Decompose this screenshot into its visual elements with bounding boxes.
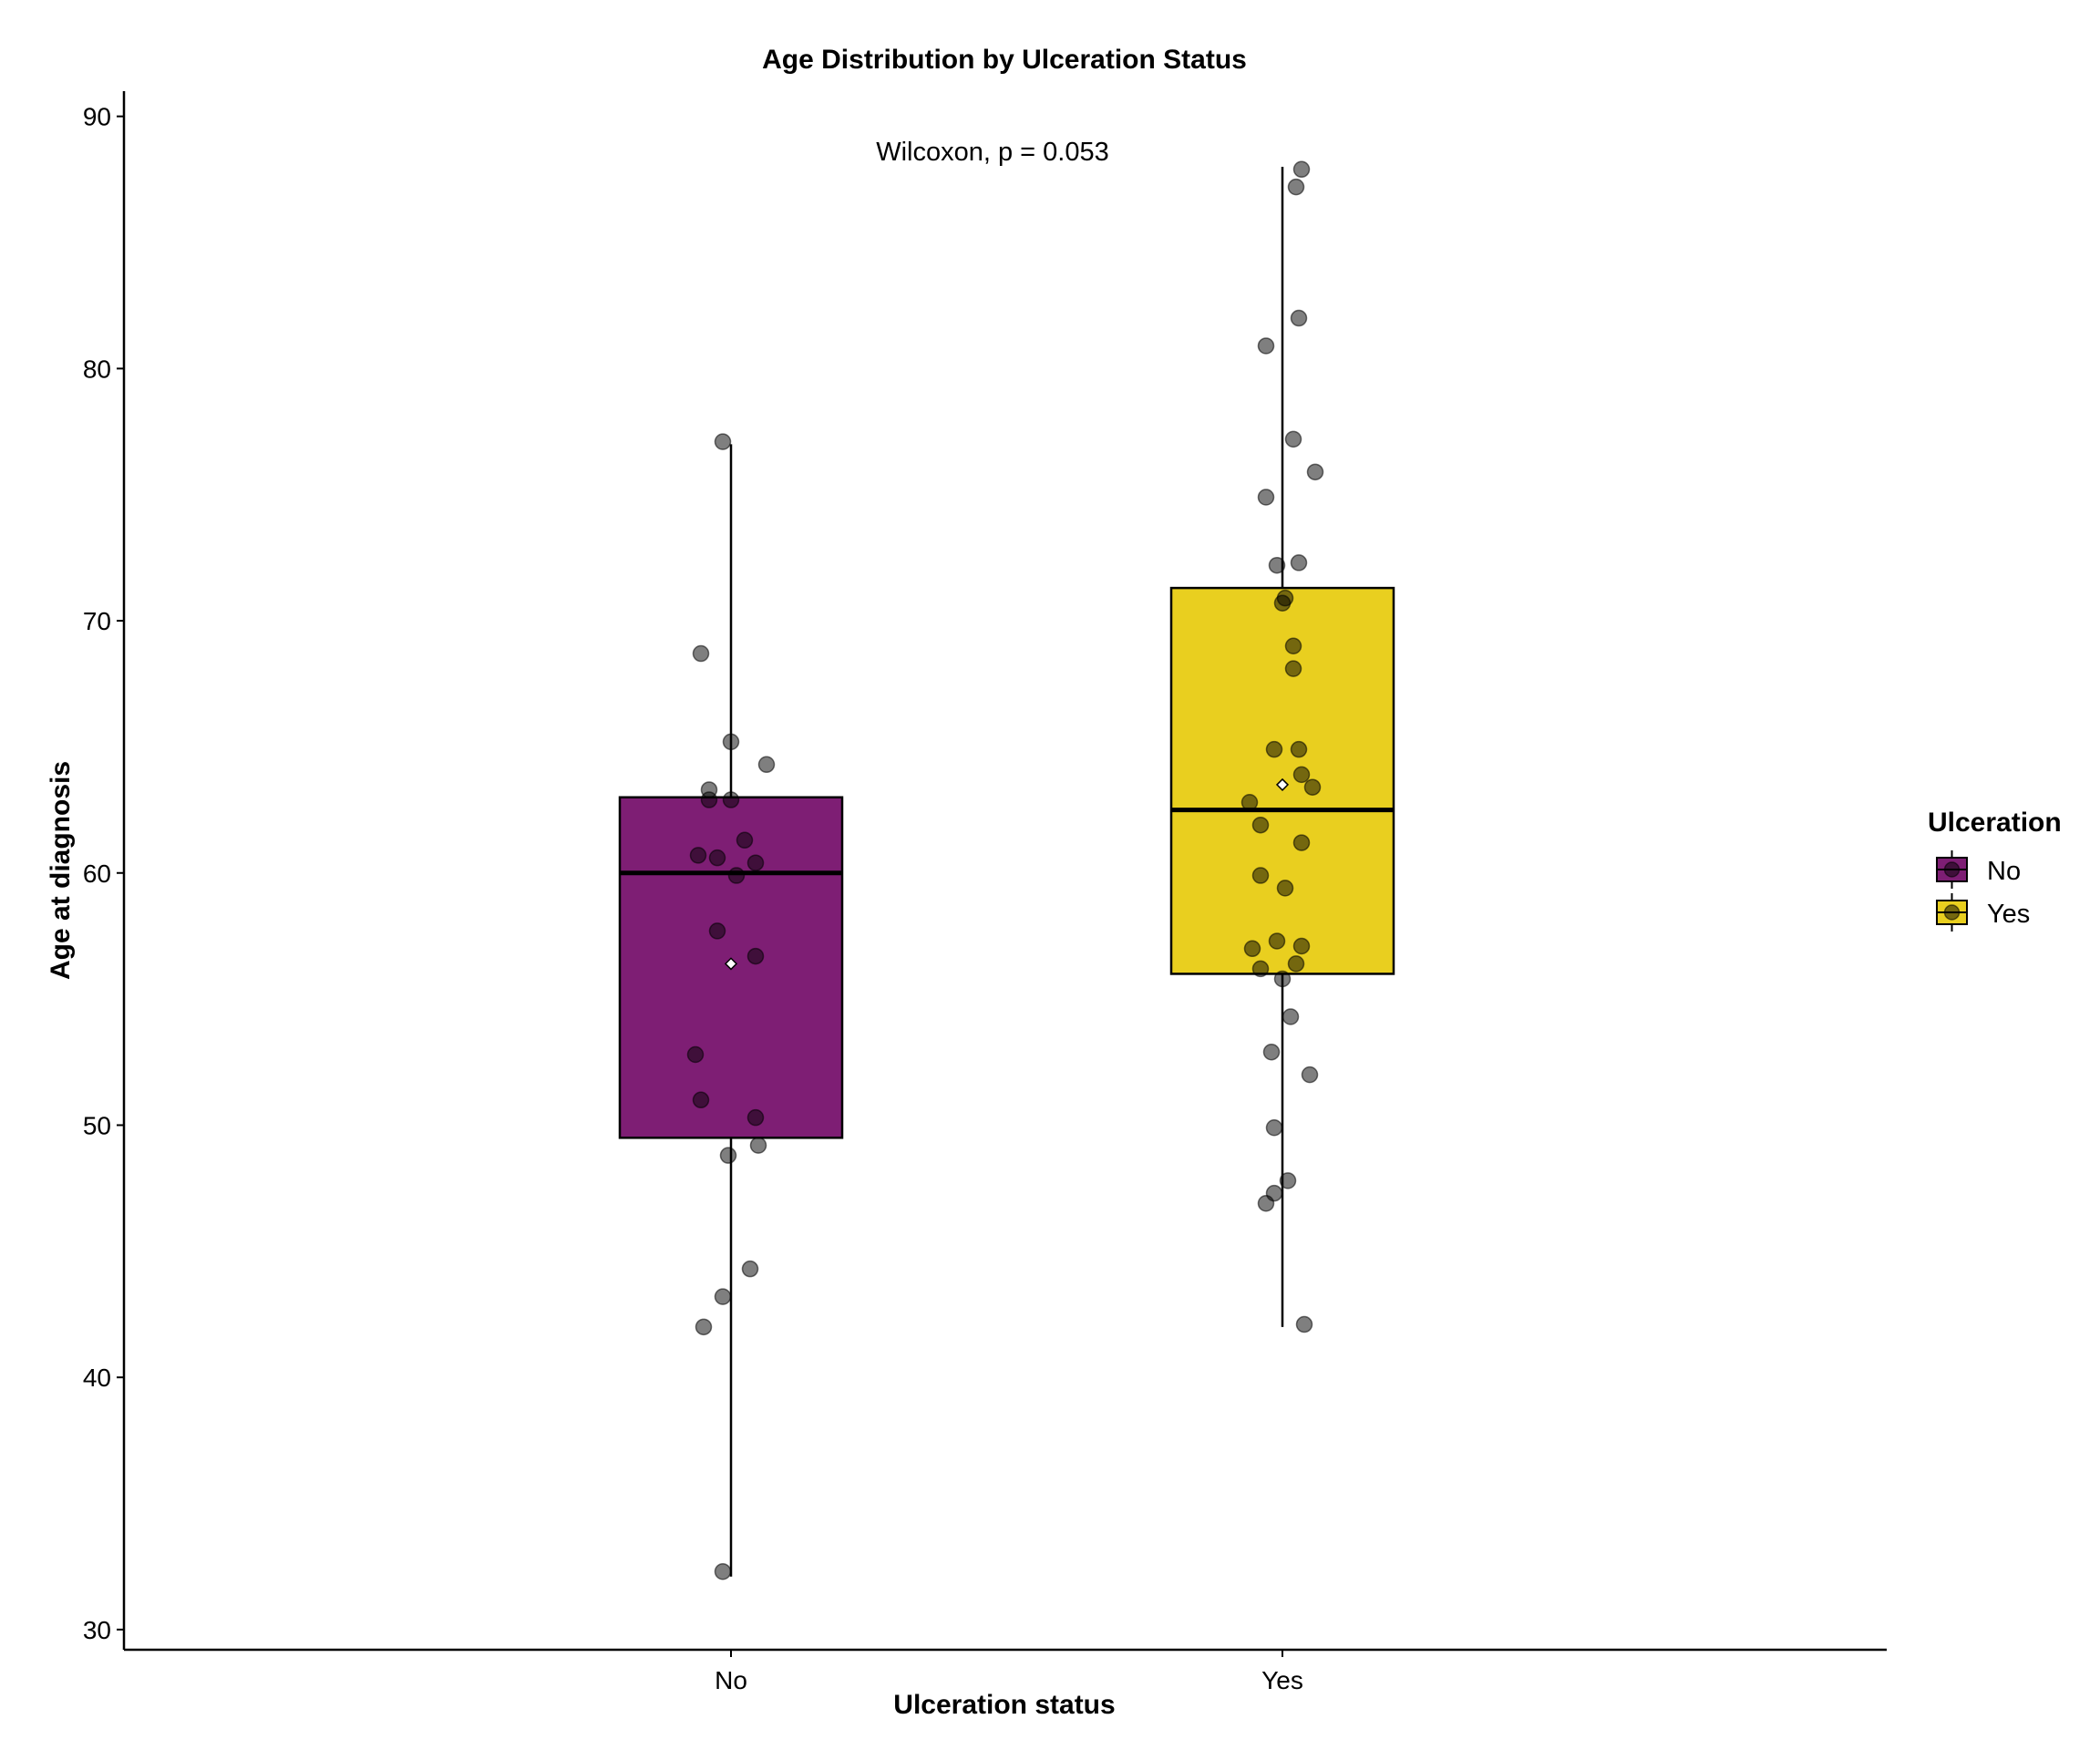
mean-marker — [1275, 777, 1290, 791]
data-point — [757, 756, 776, 774]
x-tick-label: No — [715, 1666, 747, 1694]
y-tick-label: 80 — [83, 355, 111, 383]
data-point — [1295, 1315, 1313, 1333]
legend-key-point — [1943, 904, 1961, 921]
data-point — [1265, 1118, 1283, 1137]
data-point — [1284, 660, 1302, 677]
data-point — [1306, 463, 1324, 481]
data-point — [1240, 794, 1259, 811]
data-point — [1251, 816, 1270, 834]
legend-label-yes: Yes — [1987, 900, 2030, 929]
data-point — [1257, 337, 1275, 355]
data-point — [746, 854, 765, 871]
data-point — [1273, 594, 1292, 612]
data-point — [1243, 940, 1261, 958]
legend-key-point — [1943, 861, 1961, 878]
data-point — [686, 1045, 705, 1064]
mean-marker — [724, 957, 738, 971]
data-point — [1292, 834, 1311, 851]
data-point — [1287, 955, 1305, 973]
data-point — [1282, 1008, 1300, 1025]
chart-title: Age Distribution by Ulceration Status — [762, 45, 1247, 75]
data-point — [722, 733, 740, 751]
legend-label-no: No — [1987, 857, 2021, 886]
data-point — [1257, 489, 1275, 506]
y-tick-label: 70 — [83, 607, 111, 635]
data-point — [1284, 430, 1302, 448]
data-point — [692, 1091, 710, 1109]
data-point — [1301, 1065, 1319, 1084]
data-point — [708, 922, 726, 940]
data-point — [700, 791, 718, 808]
data-point — [708, 849, 726, 867]
x-tick-label: Yes — [1261, 1666, 1303, 1694]
data-point — [1303, 778, 1322, 796]
data-point — [746, 947, 765, 965]
data-point — [1292, 160, 1311, 179]
y-tick-label: 30 — [83, 1616, 111, 1644]
data-point — [1265, 740, 1283, 758]
data-point — [746, 1108, 765, 1127]
data-point — [1292, 937, 1311, 955]
data-point — [722, 791, 740, 808]
y-tick-label: 40 — [83, 1364, 111, 1392]
data-point — [692, 644, 710, 663]
data-point — [1276, 880, 1294, 897]
y-tick-label: 90 — [83, 103, 111, 131]
data-point — [1290, 740, 1308, 758]
y-tick-label: 50 — [83, 1111, 111, 1139]
data-point — [727, 867, 746, 884]
data-point — [736, 831, 754, 849]
data-point — [1268, 932, 1286, 950]
data-point — [1279, 1172, 1297, 1189]
data-point — [1284, 637, 1302, 654]
data-point — [1262, 1043, 1281, 1061]
y-axis-label: Age at diagnosis — [46, 761, 76, 980]
data-point — [689, 847, 707, 864]
legend-title: Ulceration — [1928, 808, 2062, 838]
data-point — [719, 1147, 737, 1164]
data-point — [1251, 960, 1270, 978]
data-point — [1287, 178, 1305, 196]
stat-annotation: Wilcoxon, p = 0.053 — [876, 138, 1109, 167]
data-point — [741, 1260, 759, 1278]
y-tick-label: 60 — [83, 860, 111, 888]
data-point — [714, 1562, 732, 1580]
data-point — [749, 1137, 767, 1154]
data-point — [695, 1318, 713, 1336]
data-point — [714, 1288, 732, 1305]
data-point — [1257, 1194, 1275, 1212]
data-point — [1290, 554, 1308, 571]
data-point — [1268, 556, 1286, 574]
data-point — [714, 433, 732, 450]
plot-layer: 30 40 50 60 70 80 90 No Yes — [83, 91, 1887, 1694]
data-point — [1273, 970, 1292, 988]
data-point — [1251, 867, 1270, 884]
x-axis-label: Ulceration status — [893, 1690, 1115, 1720]
data-point — [1290, 309, 1308, 327]
data-point — [1292, 766, 1311, 784]
